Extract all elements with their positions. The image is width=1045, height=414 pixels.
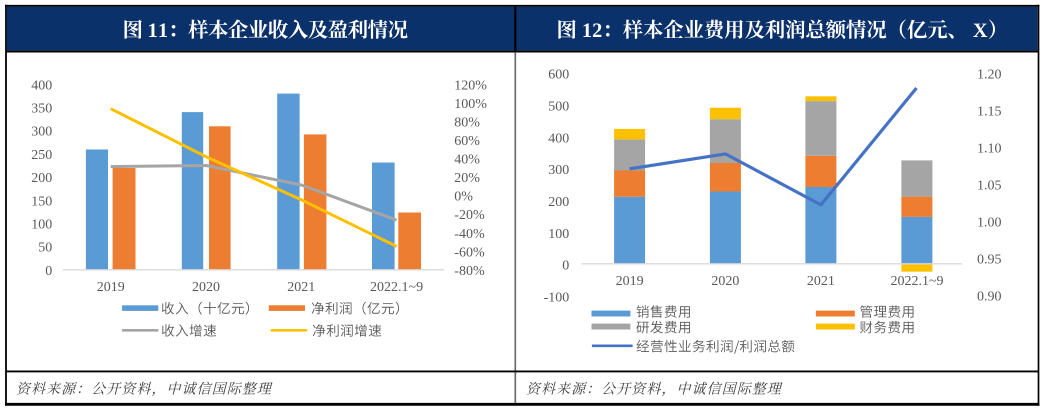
svg-text:-100: -100 — [544, 291, 570, 306]
svg-text:0: 0 — [562, 259, 569, 274]
svg-text:200: 200 — [548, 195, 569, 210]
svg-text:1.20: 1.20 — [977, 68, 1002, 83]
svg-text:1.10: 1.10 — [977, 142, 1002, 157]
svg-text:50: 50 — [38, 241, 52, 256]
svg-text:1.15: 1.15 — [977, 105, 1002, 120]
svg-text:20%: 20% — [454, 171, 480, 186]
svg-text:100: 100 — [548, 227, 569, 242]
svg-text:-20%: -20% — [454, 208, 485, 223]
svg-text:2022.1~9: 2022.1~9 — [370, 280, 423, 295]
svg-text:40%: 40% — [454, 153, 480, 168]
svg-text:100: 100 — [31, 218, 52, 233]
svg-text:-60%: -60% — [454, 245, 485, 260]
svg-text:-40%: -40% — [454, 227, 485, 242]
svg-text:0.95: 0.95 — [977, 252, 1002, 267]
svg-text:100%: 100% — [454, 97, 487, 112]
svg-text:0%: 0% — [454, 190, 473, 205]
svg-text:60%: 60% — [454, 134, 480, 149]
svg-text:400: 400 — [31, 78, 52, 93]
svg-text:2020: 2020 — [192, 280, 220, 295]
svg-text:0.90: 0.90 — [977, 289, 1002, 304]
svg-text:200: 200 — [31, 171, 52, 186]
svg-text:500: 500 — [548, 100, 569, 115]
svg-text:-80%: -80% — [454, 264, 485, 279]
svg-text:2022.1~9: 2022.1~9 — [890, 274, 943, 289]
svg-text:300: 300 — [31, 125, 52, 140]
svg-text:300: 300 — [548, 163, 569, 178]
svg-text:2019: 2019 — [97, 280, 125, 295]
svg-text:350: 350 — [31, 102, 52, 117]
svg-text:120%: 120% — [454, 78, 487, 93]
svg-text:600: 600 — [548, 68, 569, 83]
svg-text:2021: 2021 — [287, 280, 315, 295]
svg-text:1.05: 1.05 — [977, 178, 1002, 193]
svg-text:1.00: 1.00 — [977, 215, 1002, 230]
svg-text:0: 0 — [45, 264, 52, 279]
svg-text:400: 400 — [548, 131, 569, 146]
svg-text:2020: 2020 — [711, 274, 739, 289]
svg-text:2019: 2019 — [616, 274, 644, 289]
svg-text:250: 250 — [31, 148, 52, 163]
svg-text:2021: 2021 — [807, 274, 835, 289]
svg-text:80%: 80% — [454, 116, 480, 131]
svg-text:150: 150 — [31, 194, 52, 209]
